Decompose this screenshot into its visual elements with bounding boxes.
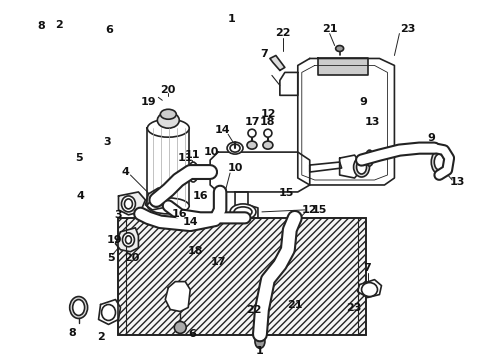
Text: 12: 12 <box>261 109 276 119</box>
Ellipse shape <box>264 129 272 137</box>
Ellipse shape <box>434 154 444 170</box>
Ellipse shape <box>122 196 135 212</box>
Ellipse shape <box>263 141 273 149</box>
Ellipse shape <box>366 150 373 166</box>
Text: 6: 6 <box>188 329 196 339</box>
Text: 18: 18 <box>188 246 203 256</box>
Text: 9: 9 <box>427 133 435 143</box>
Ellipse shape <box>336 45 343 51</box>
Polygon shape <box>270 55 285 71</box>
Polygon shape <box>318 58 368 75</box>
Ellipse shape <box>73 300 85 315</box>
Text: 21: 21 <box>322 24 338 33</box>
Text: 21: 21 <box>287 300 302 310</box>
Text: 10: 10 <box>227 163 243 173</box>
Text: 5: 5 <box>107 253 114 263</box>
Text: 7: 7 <box>261 49 269 59</box>
Text: 8: 8 <box>37 21 45 31</box>
Ellipse shape <box>230 144 240 152</box>
Text: 17: 17 <box>210 257 226 267</box>
Text: 9: 9 <box>359 97 367 107</box>
Text: 10: 10 <box>204 147 220 157</box>
Ellipse shape <box>124 199 132 209</box>
Ellipse shape <box>150 193 162 207</box>
Polygon shape <box>165 282 190 311</box>
Ellipse shape <box>70 297 88 319</box>
Ellipse shape <box>147 198 189 214</box>
Ellipse shape <box>234 207 252 217</box>
Text: 16: 16 <box>172 209 187 219</box>
Text: 14: 14 <box>214 125 230 135</box>
Text: 1: 1 <box>256 346 264 356</box>
Ellipse shape <box>354 157 369 177</box>
Polygon shape <box>358 280 382 298</box>
Polygon shape <box>119 192 146 215</box>
Text: 2: 2 <box>55 20 62 30</box>
Text: 19: 19 <box>106 235 122 245</box>
Text: 22: 22 <box>275 28 291 37</box>
Text: 19: 19 <box>141 97 156 107</box>
Polygon shape <box>298 58 394 185</box>
Ellipse shape <box>431 150 447 174</box>
Text: 20: 20 <box>124 253 140 263</box>
Text: 4: 4 <box>122 167 129 177</box>
Ellipse shape <box>247 141 257 149</box>
Ellipse shape <box>362 283 377 297</box>
Ellipse shape <box>218 191 226 209</box>
Polygon shape <box>116 228 138 252</box>
Polygon shape <box>98 300 121 324</box>
Text: 7: 7 <box>364 263 371 273</box>
Text: 18: 18 <box>260 117 276 127</box>
Text: 23: 23 <box>400 24 415 33</box>
Bar <box>119 218 366 336</box>
Ellipse shape <box>122 233 134 247</box>
Ellipse shape <box>289 213 297 231</box>
Text: 2: 2 <box>97 332 104 342</box>
Text: 1: 1 <box>228 14 236 24</box>
Ellipse shape <box>157 112 179 128</box>
Ellipse shape <box>227 142 243 154</box>
Polygon shape <box>310 162 342 172</box>
Polygon shape <box>210 152 310 192</box>
Ellipse shape <box>174 321 186 333</box>
Text: 17: 17 <box>244 117 260 127</box>
Ellipse shape <box>125 236 131 244</box>
Text: 12: 12 <box>302 205 318 215</box>
Ellipse shape <box>101 305 116 320</box>
Text: 15: 15 <box>312 205 327 215</box>
Text: 3: 3 <box>115 210 122 220</box>
Ellipse shape <box>147 119 189 137</box>
Text: 3: 3 <box>103 138 111 147</box>
Text: 13: 13 <box>364 117 380 127</box>
Bar <box>119 218 366 336</box>
Polygon shape <box>235 192 258 218</box>
Ellipse shape <box>183 167 197 179</box>
Text: 4: 4 <box>76 191 84 201</box>
Text: 20: 20 <box>161 85 176 95</box>
Text: 14: 14 <box>182 217 198 227</box>
Text: 11: 11 <box>178 153 193 163</box>
Ellipse shape <box>188 162 198 182</box>
Ellipse shape <box>160 109 176 119</box>
Ellipse shape <box>248 129 256 137</box>
Polygon shape <box>340 155 360 178</box>
Polygon shape <box>192 168 210 178</box>
Ellipse shape <box>255 334 265 348</box>
Polygon shape <box>146 188 168 210</box>
Text: 6: 6 <box>105 25 113 35</box>
Text: 5: 5 <box>75 153 83 163</box>
Text: 16: 16 <box>193 191 208 201</box>
Text: 13: 13 <box>449 177 465 187</box>
Ellipse shape <box>357 160 367 174</box>
Text: 11: 11 <box>184 150 200 160</box>
Ellipse shape <box>230 204 256 220</box>
Text: 15: 15 <box>279 188 294 198</box>
Text: 8: 8 <box>69 328 76 338</box>
Text: 22: 22 <box>246 305 262 315</box>
Polygon shape <box>147 128 189 206</box>
Text: 23: 23 <box>345 303 361 314</box>
